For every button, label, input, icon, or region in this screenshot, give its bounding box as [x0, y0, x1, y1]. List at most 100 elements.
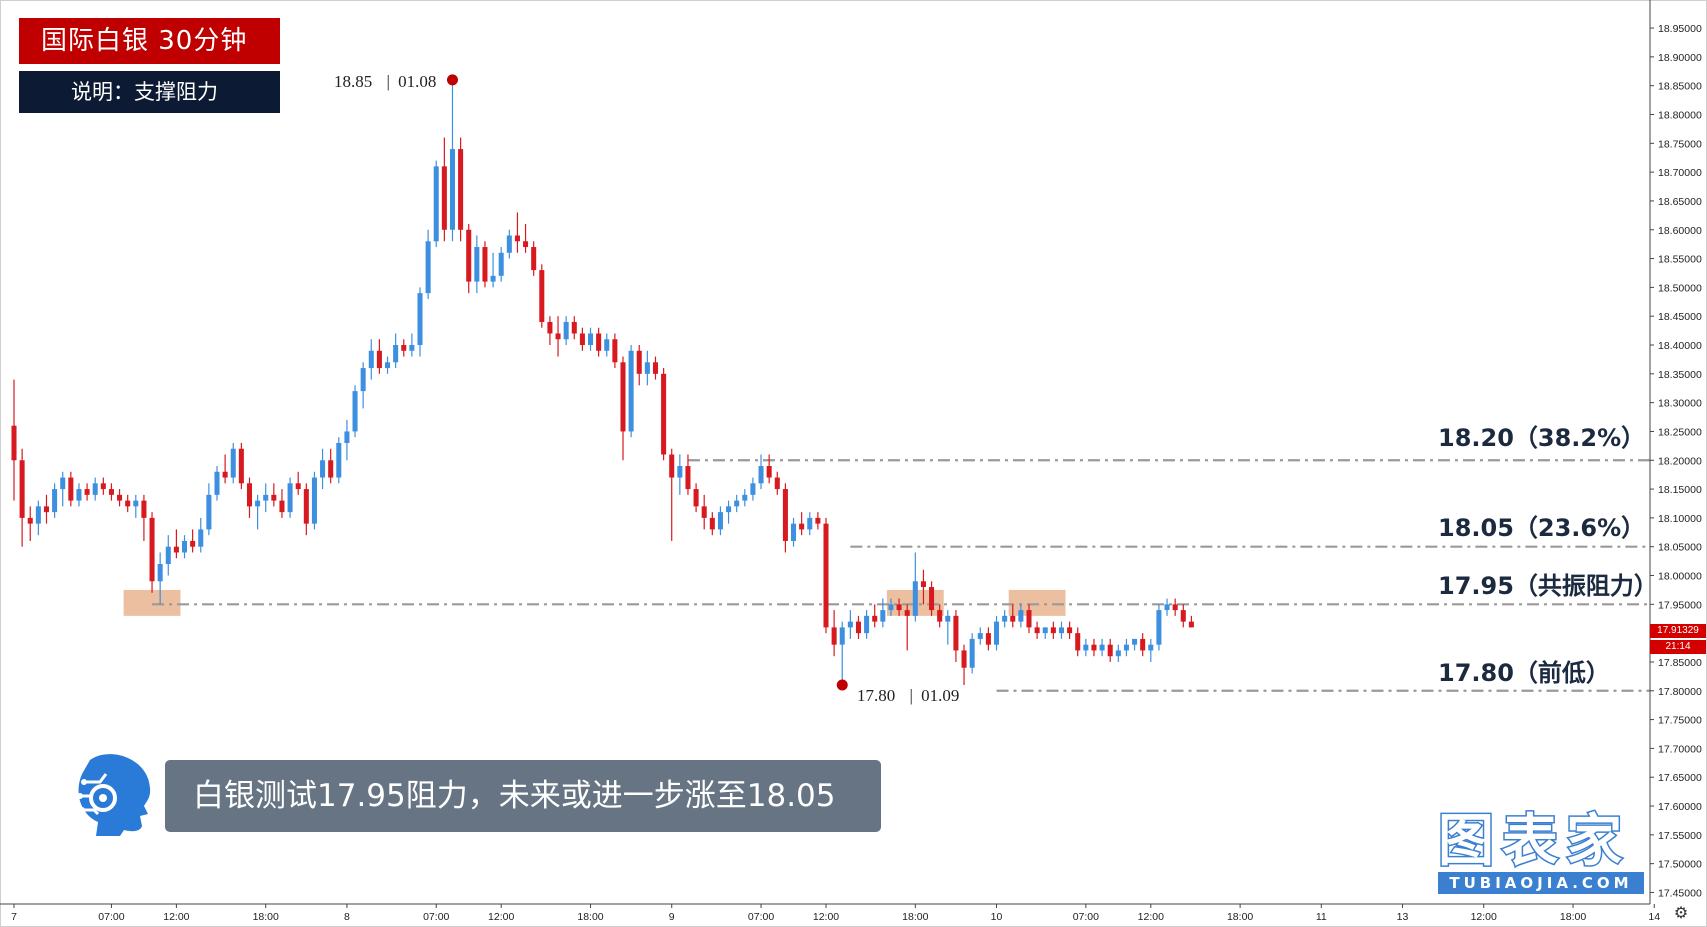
candle-body — [52, 489, 58, 513]
candle — [815, 512, 821, 530]
candle-body — [912, 581, 918, 616]
candle — [799, 512, 805, 536]
analysis-callout: 白银测试17.95阻力，未来或进一步涨至18.05 — [165, 760, 881, 832]
candle — [636, 345, 642, 386]
level-label-prior-low: 17.80（前低） — [1438, 659, 1610, 687]
level-label-resistance: 17.95（共振阻力） — [1438, 572, 1658, 600]
candle — [839, 621, 845, 686]
gear-icon[interactable]: ⚙ — [1673, 903, 1689, 922]
highlight-zone-0 — [123, 589, 181, 616]
candle — [482, 241, 488, 288]
candle — [872, 604, 878, 628]
candle — [791, 517, 797, 547]
candle-body — [612, 339, 618, 363]
price-tick-label: 17.55000 — [1658, 830, 1702, 842]
candle-body — [1042, 627, 1048, 634]
candle — [368, 339, 374, 380]
candle — [108, 483, 114, 501]
candle-body — [604, 339, 610, 351]
price-tick-label: 17.75000 — [1658, 715, 1702, 727]
candle — [230, 442, 236, 484]
candle-body — [994, 621, 1000, 645]
time-tick-label: 12:00 — [488, 911, 514, 923]
candle — [458, 137, 464, 242]
price-axis[interactable]: 18.95000 18.90000 18.85000 18.80000 18.75000… — [1649, 0, 1702, 904]
candle — [360, 362, 366, 409]
candle-body — [336, 442, 342, 478]
candle — [11, 379, 17, 501]
robot-head-icon — [77, 754, 151, 836]
candle — [588, 327, 594, 351]
candle-body — [238, 448, 244, 484]
candle — [961, 644, 967, 686]
candle — [165, 535, 171, 576]
candle — [320, 448, 326, 490]
candle — [222, 454, 228, 484]
time-tick-label: 18:00 — [1560, 911, 1586, 923]
candle — [393, 333, 399, 369]
candle — [43, 494, 49, 524]
candle-body — [799, 523, 805, 530]
candle — [1083, 638, 1089, 657]
candle — [182, 535, 188, 559]
candle-body — [1099, 644, 1105, 651]
candle-body — [1180, 610, 1186, 622]
candle — [726, 500, 732, 524]
candle-body — [701, 506, 707, 518]
candle — [831, 610, 837, 657]
candle-body — [1091, 644, 1097, 651]
time-tick-label: 18:00 — [253, 911, 279, 923]
candle — [19, 448, 25, 547]
price-tick-label: 17.95000 — [1658, 599, 1702, 611]
price-tick-label: 18.05000 — [1658, 542, 1702, 554]
brand-domain: TUBIAOJIA.COM — [1438, 872, 1644, 894]
candle — [255, 494, 261, 530]
candle — [888, 598, 894, 616]
candle-body — [758, 466, 764, 484]
candle-body — [441, 166, 447, 230]
candle-body — [449, 149, 455, 230]
candle — [904, 604, 910, 651]
price-tick-label: 17.80000 — [1658, 686, 1702, 698]
price-tick-label: 17.65000 — [1658, 772, 1702, 784]
candle — [84, 483, 90, 501]
candle — [652, 356, 658, 380]
candle-body — [1002, 615, 1008, 622]
last-price-tag: 17.91329 — [1650, 624, 1706, 638]
candle — [311, 471, 317, 530]
time-tick-label: 07:00 — [98, 911, 124, 923]
candle-body — [198, 529, 204, 547]
candle — [263, 483, 269, 513]
candle — [27, 506, 33, 541]
level-label-38: 18.20（38.2%） — [1438, 424, 1646, 452]
price-tick-label: 17.60000 — [1658, 801, 1702, 813]
candle-body — [920, 581, 926, 588]
candle-body — [222, 471, 228, 478]
candle — [466, 223, 472, 294]
candle-body — [1058, 627, 1064, 634]
candle — [1034, 621, 1040, 639]
candle-body — [693, 489, 699, 507]
time-tick-label: 8 — [344, 911, 350, 923]
candle-body — [1026, 610, 1032, 628]
candle — [807, 512, 813, 536]
candle-body — [734, 500, 740, 507]
candle-body — [466, 229, 472, 282]
candle — [1123, 638, 1129, 657]
price-tick-label: 18.85000 — [1658, 81, 1702, 93]
price-tick-label: 18.00000 — [1658, 571, 1702, 583]
candle — [92, 477, 98, 501]
candle-body — [750, 483, 756, 495]
candle-body — [425, 241, 431, 294]
time-axis[interactable]: 7 07:00 12:00 18:00 8 07:00 12:00 18:00 9 07:00 12… — [0, 903, 1660, 923]
level-label-23: 18.05（23.6%） — [1438, 514, 1646, 542]
candle-body — [19, 460, 25, 518]
candle-body — [246, 483, 252, 507]
candle-body — [864, 615, 870, 634]
candle-body — [880, 610, 886, 622]
candle-body — [506, 235, 512, 253]
candle-body — [514, 235, 520, 242]
candle-body — [328, 460, 334, 478]
candle — [742, 489, 748, 507]
